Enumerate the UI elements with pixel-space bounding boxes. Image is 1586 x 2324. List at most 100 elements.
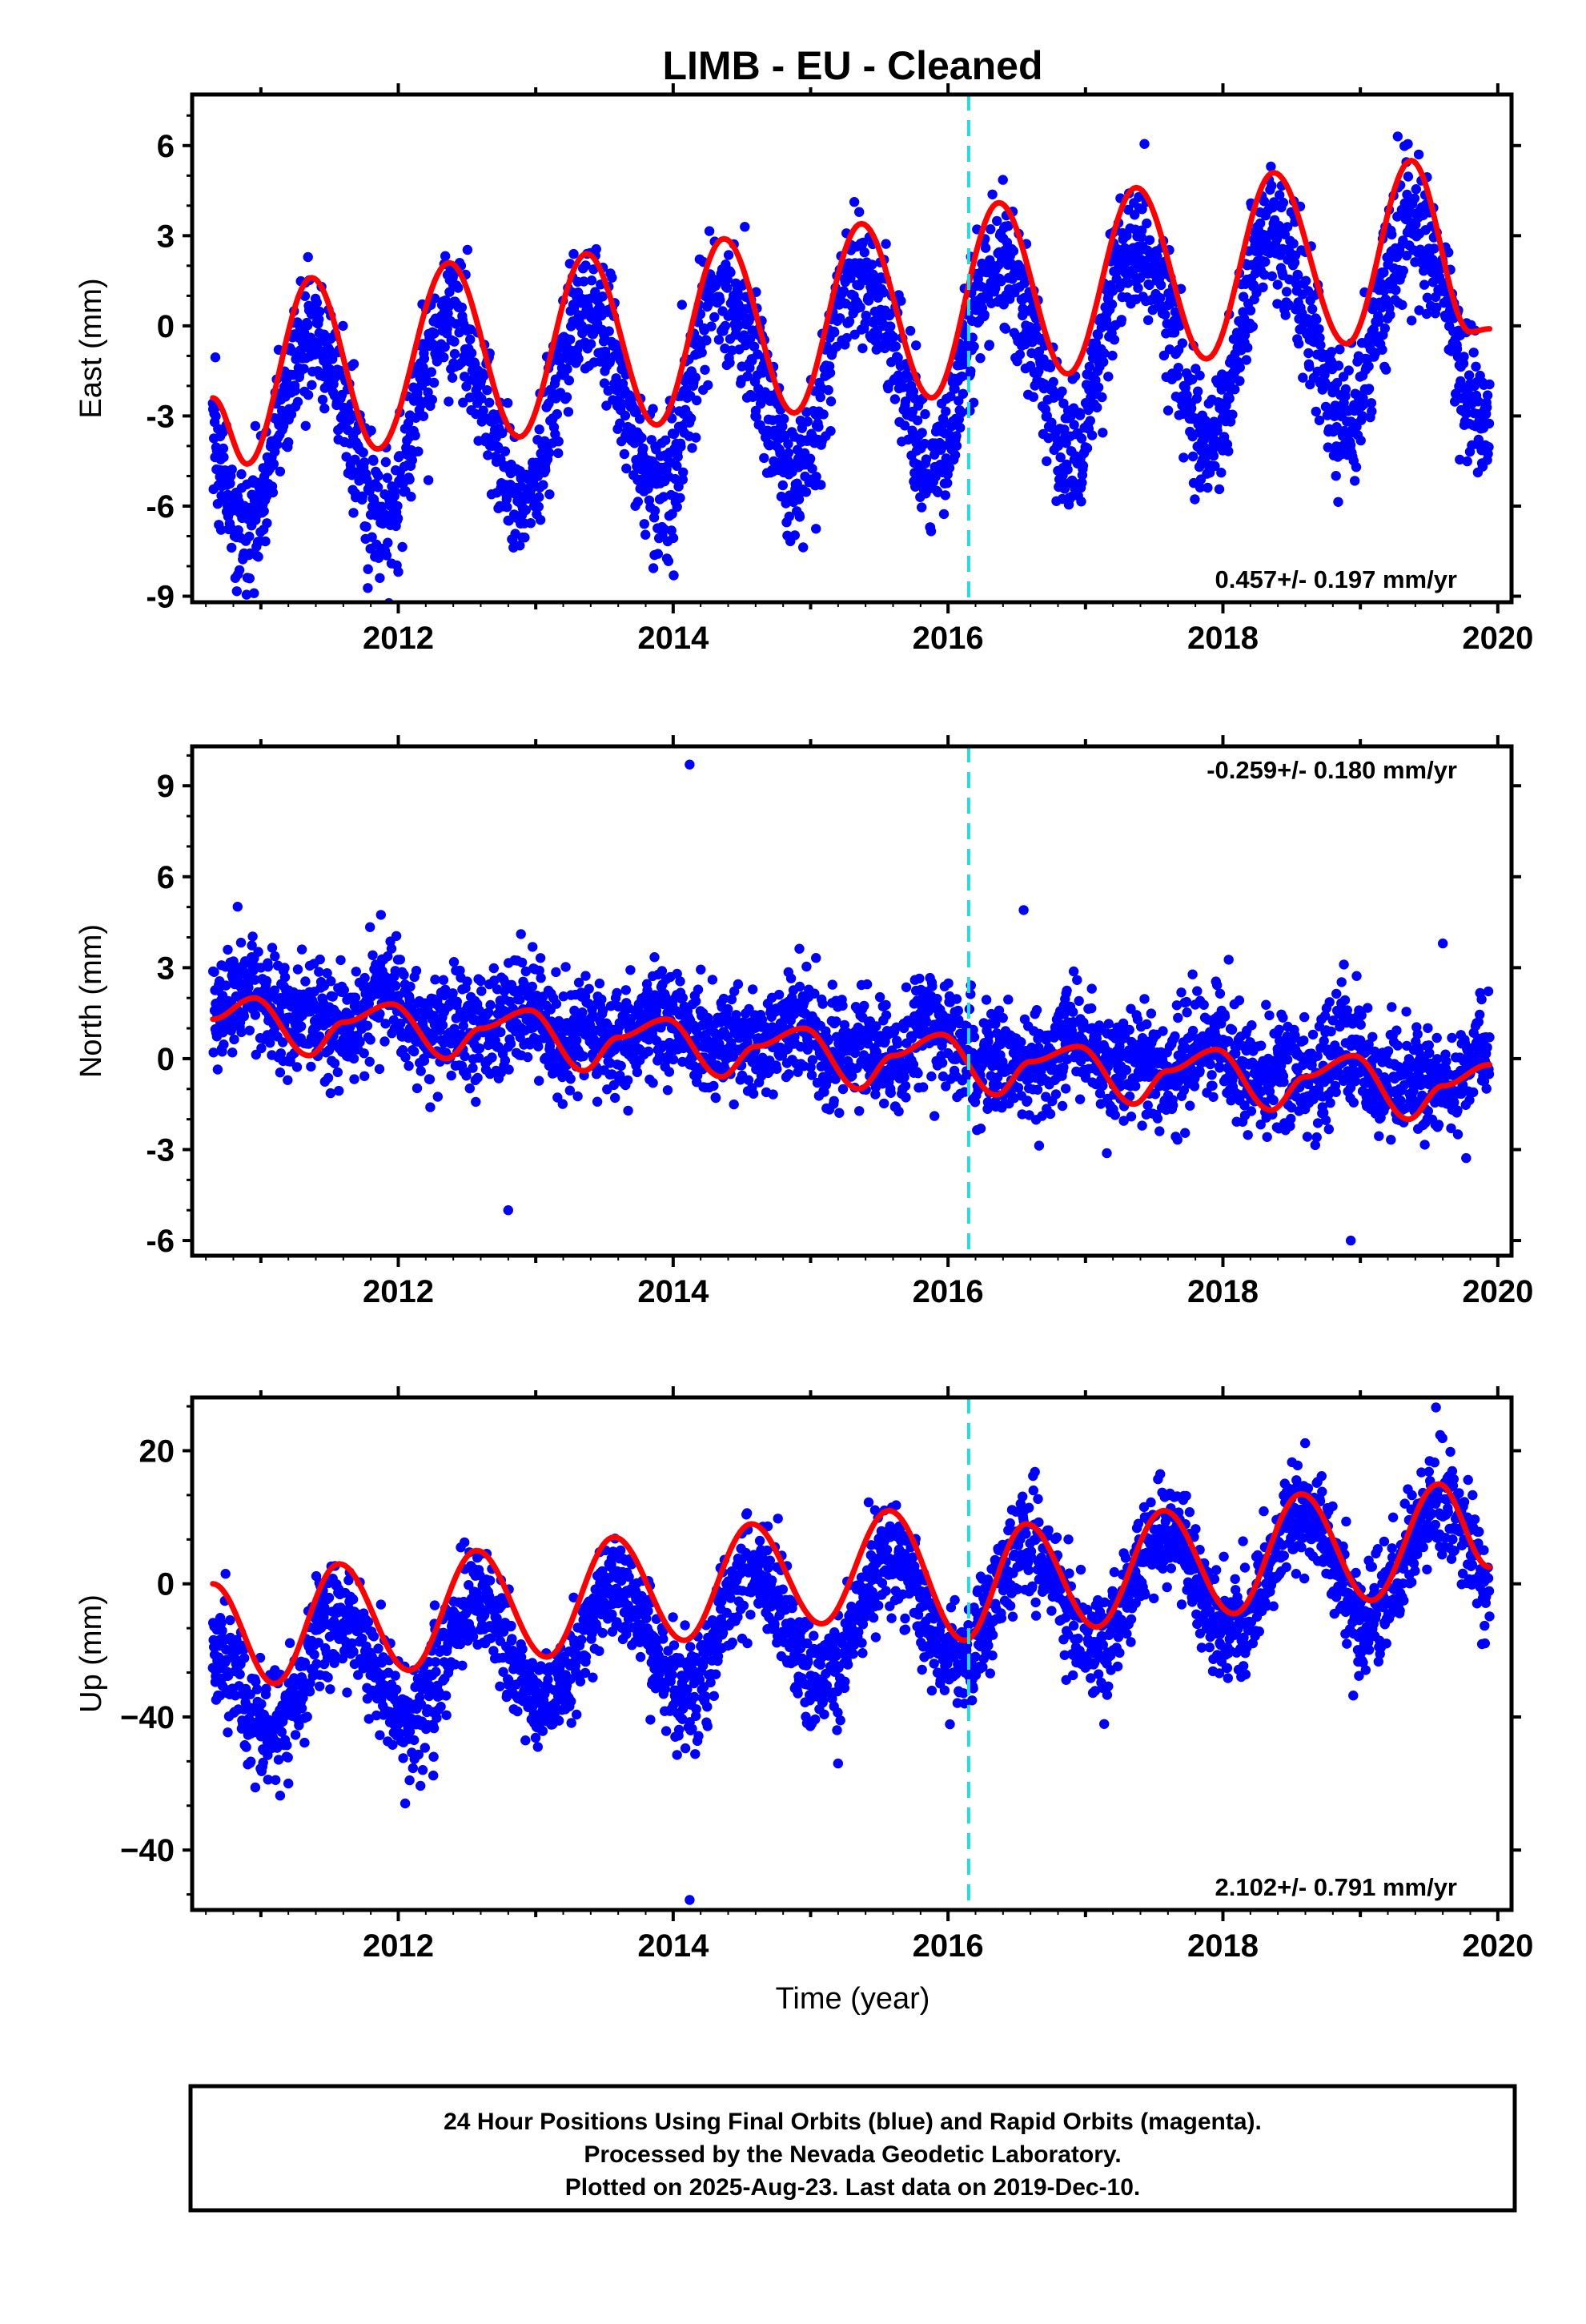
east-point bbox=[938, 440, 949, 451]
east-point bbox=[777, 480, 788, 491]
east-point bbox=[1210, 460, 1220, 472]
north-point bbox=[476, 986, 487, 996]
north-point bbox=[473, 1052, 484, 1063]
east-point bbox=[1473, 396, 1484, 407]
east-point bbox=[563, 407, 574, 417]
north-point bbox=[265, 1038, 275, 1048]
east-point bbox=[464, 392, 475, 403]
north-point bbox=[253, 947, 263, 957]
east-point bbox=[984, 340, 995, 350]
east-point bbox=[366, 425, 376, 436]
north-point bbox=[951, 994, 962, 1004]
east-point bbox=[1397, 300, 1407, 310]
east-point bbox=[466, 348, 477, 359]
east-point bbox=[1260, 256, 1271, 267]
north-point bbox=[969, 1031, 980, 1043]
east-point bbox=[675, 493, 685, 503]
north-point bbox=[256, 1043, 267, 1054]
east-fit-curve bbox=[210, 158, 1492, 467]
east-point bbox=[1230, 384, 1240, 395]
north-point bbox=[768, 1089, 778, 1100]
east-point bbox=[1092, 402, 1102, 413]
east-point bbox=[801, 487, 812, 497]
east-point bbox=[1409, 193, 1420, 203]
east-point bbox=[797, 423, 807, 433]
north-point bbox=[291, 1062, 303, 1072]
east-point bbox=[747, 356, 757, 366]
east-point bbox=[1414, 305, 1424, 316]
north-point bbox=[620, 985, 631, 995]
east-point bbox=[478, 405, 488, 416]
east-point bbox=[725, 267, 736, 278]
east-point bbox=[1289, 257, 1300, 268]
east-point bbox=[958, 388, 969, 399]
east-point bbox=[525, 518, 536, 529]
east-point bbox=[1387, 229, 1397, 240]
north-point bbox=[610, 1092, 620, 1104]
east-point bbox=[444, 396, 454, 407]
north-point bbox=[588, 1010, 598, 1021]
east-point bbox=[234, 565, 245, 576]
east-point bbox=[677, 300, 687, 310]
north-point bbox=[380, 1019, 391, 1029]
north-point bbox=[879, 1098, 889, 1109]
north-point bbox=[625, 1014, 636, 1024]
east-point bbox=[1315, 332, 1325, 344]
east-point bbox=[1443, 247, 1454, 258]
east-outlier-point bbox=[1351, 462, 1362, 472]
north-point bbox=[668, 1054, 679, 1065]
east-point bbox=[1155, 279, 1166, 291]
north-point bbox=[829, 1096, 839, 1107]
north-point bbox=[522, 1051, 533, 1063]
east-point bbox=[917, 428, 927, 438]
north-point bbox=[811, 953, 821, 963]
east-point bbox=[811, 472, 821, 482]
east-point bbox=[1331, 471, 1341, 481]
north-point bbox=[572, 1091, 583, 1102]
east-point bbox=[1259, 270, 1270, 280]
east-point bbox=[315, 306, 325, 317]
east-point bbox=[703, 380, 713, 391]
north-point bbox=[395, 1018, 406, 1029]
east-point bbox=[520, 505, 531, 516]
east-point bbox=[779, 413, 789, 424]
east-point bbox=[1042, 456, 1052, 467]
north-point bbox=[335, 955, 346, 966]
north-point bbox=[461, 1071, 472, 1081]
east-point bbox=[1142, 218, 1152, 229]
north-point bbox=[535, 953, 546, 963]
east-point bbox=[903, 372, 914, 383]
east-point bbox=[648, 404, 658, 414]
east-point bbox=[1102, 320, 1113, 331]
north-point bbox=[927, 981, 938, 991]
east-point bbox=[1391, 285, 1401, 296]
east-point bbox=[1459, 352, 1469, 362]
east-point bbox=[604, 326, 614, 336]
east-point bbox=[1282, 222, 1293, 232]
east-point bbox=[823, 384, 833, 396]
east-point bbox=[1403, 171, 1414, 182]
east-point bbox=[1055, 452, 1066, 463]
north-point bbox=[854, 1106, 865, 1116]
east-point bbox=[241, 589, 252, 600]
east-point bbox=[998, 175, 1008, 185]
east-point bbox=[1357, 411, 1367, 421]
east-point bbox=[751, 412, 762, 423]
east-point bbox=[802, 416, 813, 427]
north-point bbox=[794, 981, 805, 992]
east-point bbox=[392, 513, 404, 524]
east-point bbox=[447, 372, 458, 383]
east-point bbox=[1077, 477, 1087, 488]
east-point bbox=[663, 556, 674, 566]
east-point bbox=[685, 413, 697, 424]
east-point bbox=[552, 408, 562, 420]
east-point bbox=[1216, 468, 1227, 478]
north-point bbox=[937, 1058, 948, 1068]
north-point bbox=[597, 1005, 608, 1016]
east-point bbox=[838, 286, 849, 296]
east-point bbox=[825, 396, 837, 407]
east-point bbox=[348, 508, 359, 518]
east-point bbox=[262, 518, 272, 529]
east-point bbox=[668, 533, 679, 544]
north-point bbox=[892, 1039, 903, 1049]
